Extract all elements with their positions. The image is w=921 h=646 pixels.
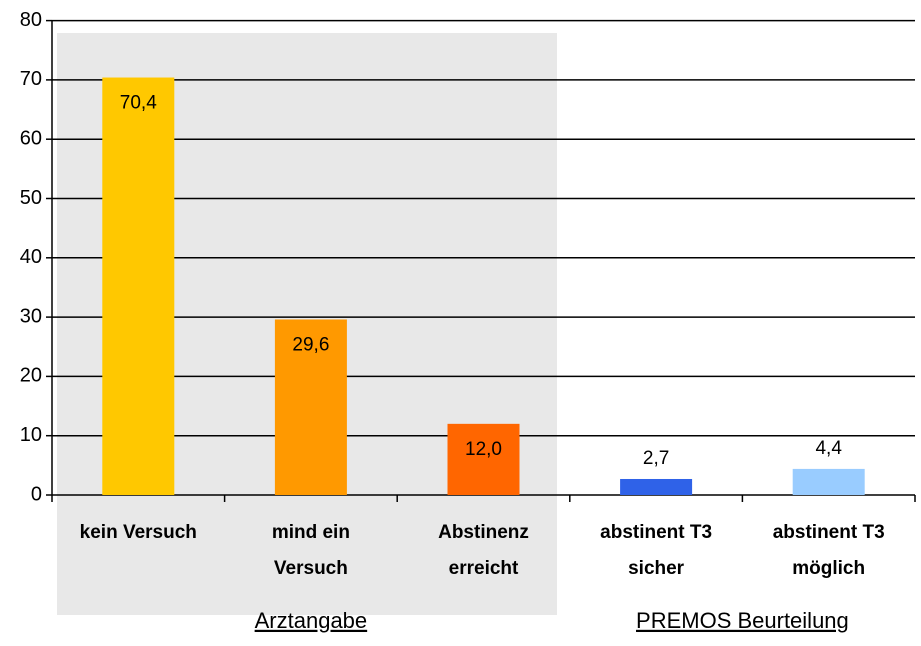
x-tick-label: Versuch [274, 558, 348, 579]
x-tick-label: mind ein [272, 522, 350, 543]
y-tick-label: 20 [20, 365, 42, 387]
group-label: Arztangabe [255, 608, 368, 633]
bar [447, 423, 520, 495]
bar [274, 319, 347, 495]
x-tick-label: kein Versuch [80, 522, 197, 543]
x-tick-label: erreicht [449, 558, 519, 579]
x-tick-label: Abstinenz [438, 522, 529, 543]
y-tick-label: 50 [20, 187, 42, 209]
y-tick-label: 0 [31, 483, 42, 505]
y-tick-label: 60 [20, 127, 42, 149]
x-tick-label: abstinent T3 [600, 522, 712, 543]
value-label: 12,0 [465, 439, 502, 460]
y-tick-label: 10 [20, 424, 42, 446]
x-tick-label: möglich [792, 558, 865, 579]
group-label: PREMOS Beurteilung [636, 608, 849, 633]
value-label: 2,7 [643, 448, 669, 469]
x-tick-label: abstinent T3 [773, 522, 885, 543]
bar [792, 468, 865, 495]
y-tick-label: 80 [20, 9, 42, 31]
bar [102, 77, 175, 495]
y-tick-label: 40 [20, 246, 42, 268]
value-label: 4,4 [815, 438, 842, 459]
value-label: 29,6 [292, 334, 329, 355]
y-tick-label: 70 [20, 68, 42, 90]
bar [620, 478, 693, 495]
y-tick-label: 30 [20, 305, 42, 327]
value-label: 70,4 [120, 93, 157, 114]
x-tick-label: sicher [628, 558, 685, 579]
